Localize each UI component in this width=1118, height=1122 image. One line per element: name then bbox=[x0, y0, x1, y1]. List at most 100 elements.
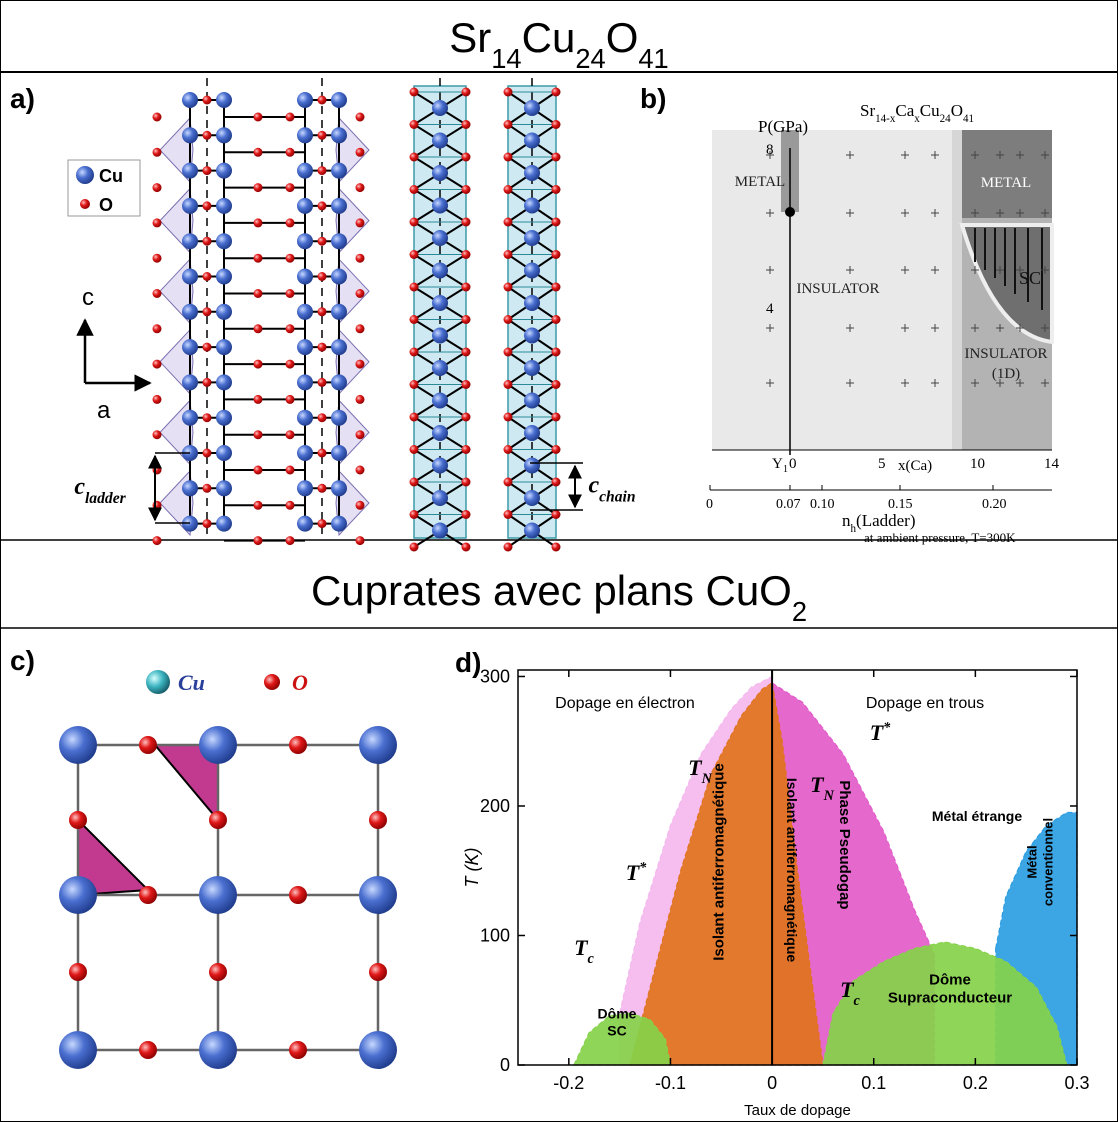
o-atom bbox=[253, 536, 263, 546]
metal-region bbox=[962, 130, 1052, 218]
cu-atom bbox=[297, 480, 313, 497]
region-label: Isolant antiferromagnétique bbox=[710, 763, 727, 961]
cu-atom bbox=[216, 303, 232, 320]
data-cross bbox=[1016, 324, 1024, 332]
o-atom bbox=[253, 394, 263, 404]
region-label: INSULATOR bbox=[964, 346, 1047, 362]
region bbox=[629, 681, 773, 1066]
o-atom bbox=[551, 542, 561, 552]
cu-atom bbox=[199, 726, 237, 764]
region-label-line: Phase Pseudogap bbox=[836, 780, 853, 909]
cu-atom bbox=[199, 876, 237, 914]
cu-atom bbox=[432, 392, 448, 409]
o-atom bbox=[355, 183, 365, 193]
data-cross bbox=[1016, 266, 1024, 274]
cu-atom bbox=[297, 268, 313, 285]
legend-o bbox=[264, 674, 280, 690]
data-cross bbox=[931, 151, 939, 159]
cu-atom bbox=[432, 165, 448, 181]
panel-title: Sr14-xCaxCu24O41 bbox=[860, 101, 974, 125]
o-atom bbox=[461, 510, 471, 519]
o-atom bbox=[551, 217, 561, 227]
x-tick-label: -0.2 bbox=[553, 1073, 584, 1093]
cu-atom bbox=[182, 127, 198, 144]
o-atom bbox=[461, 412, 471, 422]
o-atom bbox=[503, 542, 513, 552]
data-cross bbox=[1041, 379, 1049, 387]
o-atom bbox=[289, 886, 307, 904]
cu-atom bbox=[59, 876, 97, 914]
data-cross bbox=[901, 379, 909, 387]
section-title-part: 14 bbox=[491, 43, 521, 74]
cu-atom bbox=[524, 262, 540, 279]
cu-atom bbox=[331, 268, 347, 285]
o-atom bbox=[461, 477, 471, 487]
o-atom bbox=[317, 166, 327, 176]
data-cross bbox=[901, 324, 909, 332]
axis-name: a bbox=[97, 397, 111, 424]
o-atom bbox=[202, 483, 212, 493]
annotation-part: T bbox=[626, 860, 641, 885]
tick-label: 4 bbox=[766, 301, 774, 317]
o-atom bbox=[461, 250, 471, 259]
cu-atom bbox=[524, 100, 540, 116]
o-atom bbox=[152, 359, 162, 369]
cu-atom bbox=[432, 262, 448, 279]
o-atom bbox=[503, 87, 513, 97]
o-atom bbox=[461, 152, 471, 162]
o-atom bbox=[152, 536, 162, 546]
region-label: INSULATOR bbox=[796, 281, 879, 297]
o-atom bbox=[551, 250, 561, 259]
o-atom bbox=[551, 315, 561, 324]
cu-atom bbox=[524, 132, 540, 149]
region-label: SC bbox=[1019, 268, 1041, 288]
o-atom bbox=[202, 377, 212, 387]
o-atom bbox=[289, 1041, 307, 1059]
data-cross bbox=[766, 151, 774, 159]
cu-atom bbox=[524, 197, 540, 214]
o-atom bbox=[317, 342, 327, 352]
o-atom bbox=[551, 412, 561, 422]
legend-cu bbox=[146, 670, 170, 694]
section-title-part: O bbox=[606, 14, 639, 61]
cu-atom bbox=[297, 515, 313, 532]
cu-atom bbox=[331, 197, 347, 214]
region-label: Phase Pseudogap bbox=[836, 780, 853, 909]
cu-atom bbox=[331, 92, 347, 108]
cu-atom bbox=[297, 162, 313, 179]
data-cross bbox=[971, 151, 979, 159]
panel-label: a) bbox=[10, 83, 35, 114]
axis-name: c bbox=[82, 284, 94, 311]
cu-atom bbox=[182, 233, 198, 250]
dimension-label-part: c bbox=[74, 474, 85, 500]
data-cross bbox=[971, 209, 979, 217]
cu-atom bbox=[297, 303, 313, 320]
o-atom bbox=[355, 430, 365, 440]
o-atom bbox=[202, 201, 212, 211]
o-atom bbox=[152, 112, 162, 122]
o-atom bbox=[253, 183, 263, 193]
cu-atom bbox=[297, 197, 313, 214]
data-cross bbox=[971, 379, 979, 387]
data-cross bbox=[846, 379, 854, 387]
data-cross bbox=[846, 324, 854, 332]
o-atom bbox=[317, 448, 327, 458]
o-atom bbox=[503, 477, 513, 487]
o-atom bbox=[551, 347, 561, 357]
tick-label: 0.15 bbox=[888, 497, 913, 512]
o-atom bbox=[461, 347, 471, 357]
data-cross bbox=[996, 324, 1004, 332]
annotation: Tc bbox=[840, 977, 860, 1009]
o-atom bbox=[409, 120, 419, 129]
transition-point bbox=[785, 207, 795, 217]
annotation: T* bbox=[626, 860, 647, 885]
o-atom bbox=[503, 412, 513, 422]
o-atom bbox=[503, 347, 513, 357]
data-cross bbox=[996, 266, 1004, 274]
cu-atom bbox=[182, 409, 198, 426]
data-cross bbox=[996, 151, 1004, 159]
data-cross bbox=[901, 151, 909, 159]
data-cross bbox=[1016, 209, 1024, 217]
cu-atom bbox=[216, 339, 232, 356]
